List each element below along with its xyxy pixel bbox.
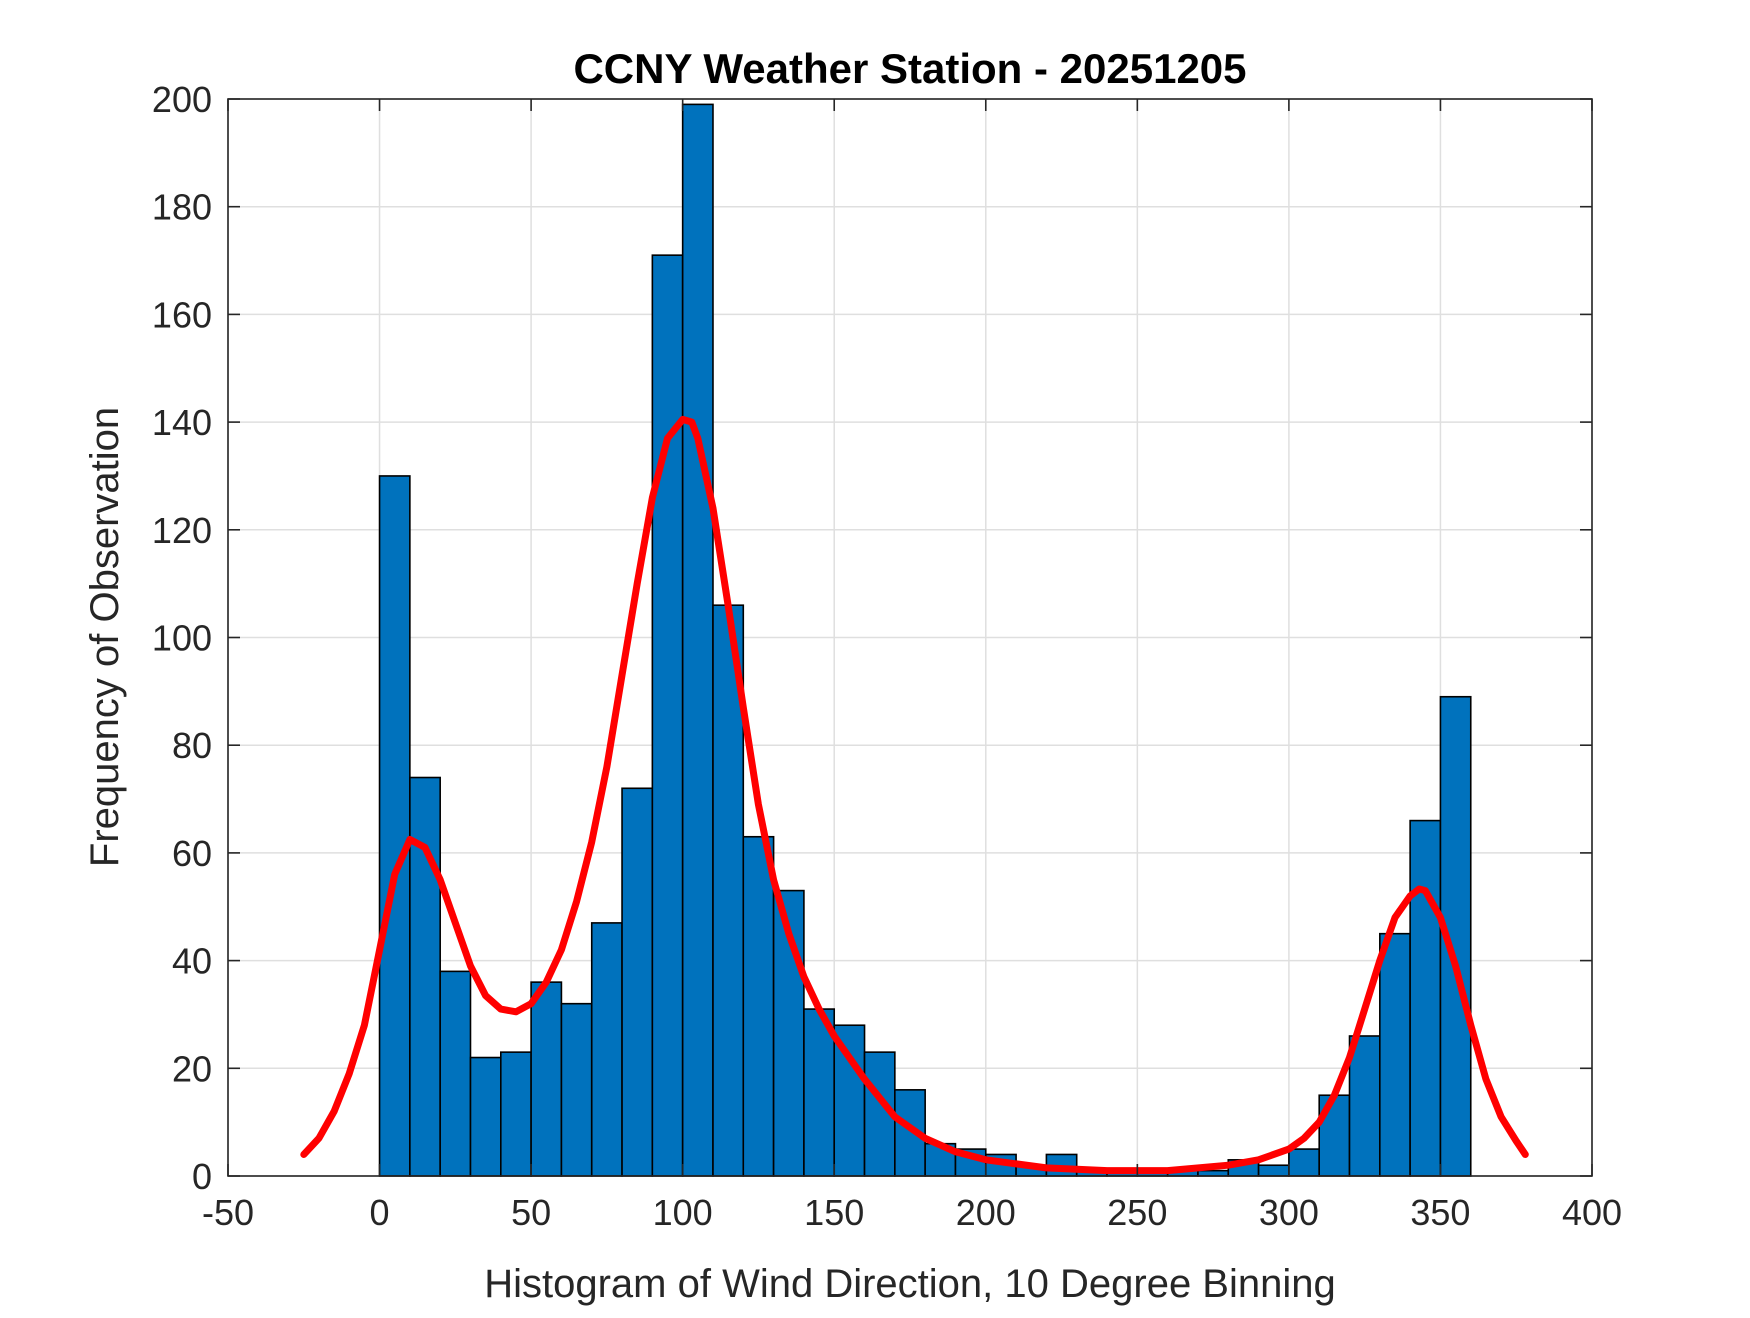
y-tick-label: 20 (172, 1048, 212, 1089)
y-tick-label: 40 (172, 941, 212, 982)
x-tick-label: -50 (202, 1192, 254, 1233)
histogram-bar (1409, 819, 1442, 1177)
histogram-bar (560, 1002, 593, 1177)
y-tick-label: 200 (152, 79, 212, 120)
x-tick-label: 250 (1107, 1192, 1167, 1233)
y-tick-label: 100 (152, 618, 212, 659)
y-axis-label: Frequency of Observation (83, 407, 127, 867)
x-tick-label: 50 (511, 1192, 551, 1233)
histogram-bar (712, 604, 745, 1177)
histogram-bar (681, 103, 714, 1177)
histogram-bar (1257, 1164, 1290, 1177)
histogram-bar (469, 1056, 502, 1177)
y-tick-label: 120 (152, 510, 212, 551)
histogram-bar (1197, 1169, 1230, 1177)
y-tick-label: 140 (152, 402, 212, 443)
histogram-bar (1288, 1148, 1321, 1177)
histogram-bar (1348, 1035, 1381, 1177)
histogram-bar (651, 254, 684, 1177)
x-axis-label: Histogram of Wind Direction, 10 Degree B… (484, 1262, 1336, 1306)
y-tick-label: 80 (172, 725, 212, 766)
y-tick-label: 60 (172, 833, 212, 874)
histogram-bar (439, 970, 472, 1177)
histogram-bar (530, 981, 563, 1177)
histogram-bar (499, 1051, 532, 1177)
chart-title: CCNY Weather Station - 20251205 (573, 45, 1246, 92)
x-tick-label: 350 (1410, 1192, 1470, 1233)
y-tick-label: 180 (152, 187, 212, 228)
x-tick-label: 400 (1562, 1192, 1622, 1233)
fit-curve-layer (300, 415, 1529, 1175)
fit-curve (300, 415, 1529, 1175)
histogram-bar (1379, 932, 1411, 1177)
histogram-bar (409, 776, 441, 1177)
grid-lines (227, 98, 1593, 1177)
y-tick-labels: 0 20 40 60 80 100 120 140 160 180 200 (152, 79, 212, 1197)
y-tick-label: 160 (152, 294, 212, 335)
x-tick-label: 200 (956, 1192, 1016, 1233)
histogram-bar (378, 475, 411, 1177)
y-tick-label: 0 (192, 1156, 212, 1197)
histogram-bar (590, 922, 623, 1177)
histogram-bar (742, 835, 775, 1177)
x-tick-labels: -50 0 50 100 150 200 250 300 350 400 (202, 1192, 1622, 1233)
x-tick-label: 150 (804, 1192, 864, 1233)
x-tick-label: 100 (653, 1192, 713, 1233)
x-tick-label: 0 (370, 1192, 390, 1233)
histogram-bar (621, 787, 654, 1177)
axis-ticks (227, 98, 1593, 1177)
x-tick-label: 300 (1259, 1192, 1319, 1233)
